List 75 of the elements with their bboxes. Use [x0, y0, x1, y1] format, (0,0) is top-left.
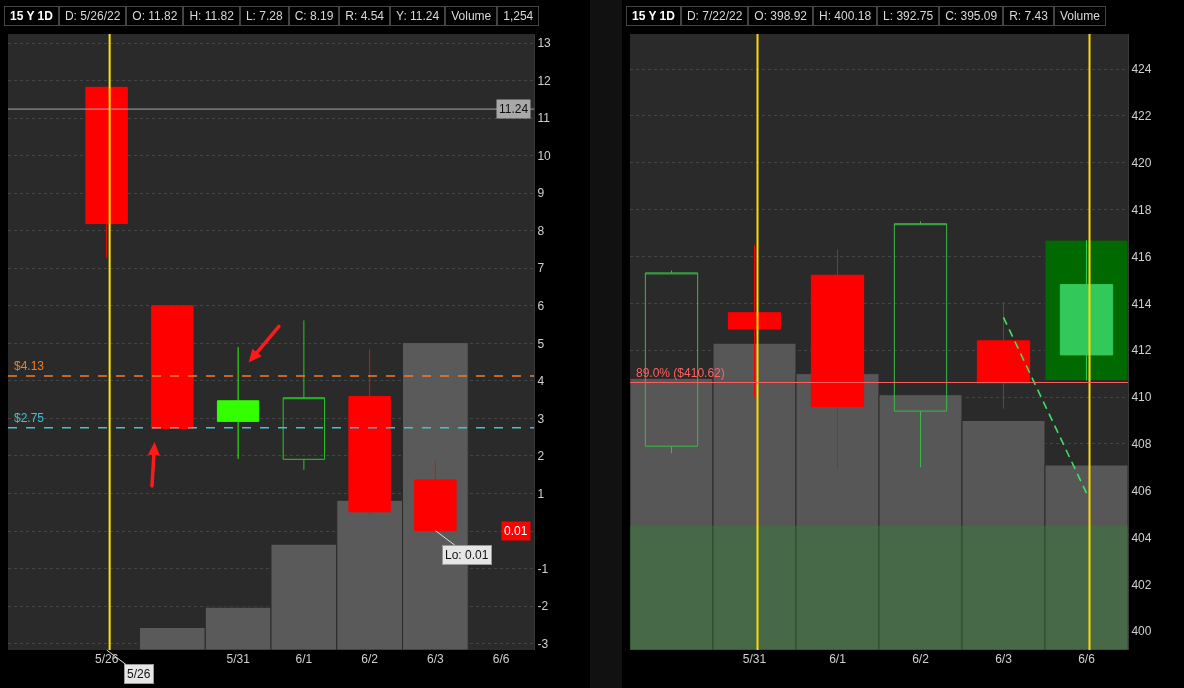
text: D: 5/26/22 — [58, 6, 127, 26]
text: Volume — [445, 6, 498, 26]
x-tick-label: 6/6 — [1078, 652, 1096, 666]
y-tick-label: -2 — [537, 599, 549, 614]
x-tick-label: 6/3 — [995, 652, 1013, 666]
candlestick — [85, 86, 128, 259]
y-tick-label: -1 — [537, 561, 549, 576]
y-tick-label: 418 — [1131, 202, 1152, 217]
y-tick-label: 406 — [1131, 483, 1152, 498]
chart-title: 15 Y 1D — [4, 6, 59, 26]
y-tick-label: 3 — [537, 411, 545, 426]
chart-title: 15 Y 1D — [626, 6, 681, 26]
x-tick-label: 5/31 — [742, 652, 767, 666]
y-tick-label: 410 — [1131, 390, 1152, 405]
y-tick-label: 5 — [537, 336, 545, 351]
y-tick-label: 9 — [537, 186, 545, 201]
x-tick-label: 6/1 — [295, 652, 313, 666]
y-tick-label: 422 — [1131, 109, 1152, 124]
y-tick-label: 7 — [537, 261, 545, 276]
y-tick-label: 408 — [1131, 437, 1152, 452]
x-tick-label: 6/2 — [912, 652, 930, 666]
text: L: 7.28 — [239, 6, 289, 26]
candlestick — [727, 244, 782, 398]
y-tick-label: 400 — [1131, 624, 1152, 639]
x-tick-label: 6/6 — [492, 652, 510, 666]
annotation: 11.24 — [499, 102, 529, 116]
y-tick-label: 10 — [537, 148, 552, 163]
y-tick-label: 6 — [537, 298, 545, 313]
candlestick — [976, 301, 1031, 410]
y-tick-label: 414 — [1131, 296, 1152, 311]
text: D: 7/22/22 — [680, 6, 749, 26]
y-tick-label: 412 — [1131, 343, 1152, 358]
candlestick — [348, 348, 391, 516]
text: O: 11.82 — [126, 6, 184, 26]
text: H: 400.18 — [813, 6, 878, 26]
y-tick-label: 402 — [1131, 577, 1152, 592]
ref-line-label: $4.13 — [14, 359, 45, 373]
x-tick-label: 5/31 — [226, 652, 251, 666]
x-tick-label: 5/26 — [94, 652, 119, 666]
text: H: 11.82 — [183, 6, 240, 26]
y-tick-label: 13 — [537, 36, 552, 51]
y-tick-label: 11 — [537, 111, 551, 126]
annotation: Lo: 0.01 — [445, 548, 489, 562]
y-tick-label: 404 — [1131, 530, 1152, 545]
annotation: 5/26 — [127, 667, 151, 681]
text: C: 395.09 — [939, 6, 1004, 26]
y-tick-label: 4 — [537, 374, 545, 389]
candlestick — [1059, 239, 1114, 382]
y-tick-label: -3 — [537, 636, 549, 651]
x-tick-label: 6/2 — [361, 652, 379, 666]
y-tick-label: 420 — [1131, 156, 1152, 171]
text: R: 4.54 — [339, 6, 391, 26]
text: Volume — [1053, 6, 1106, 26]
candlestick — [216, 346, 260, 460]
y-tick-label: 8 — [537, 223, 545, 238]
x-tick-label: 6/1 — [829, 652, 847, 666]
text: Y: 11.24 — [390, 6, 446, 26]
candlestick — [151, 305, 194, 430]
text: C: 8.19 — [288, 6, 340, 26]
ref-line-label: $2.75 — [14, 411, 45, 425]
x-tick-label: 6/3 — [427, 652, 445, 666]
text: O: 398.92 — [748, 6, 814, 26]
y-tick-label: 416 — [1131, 249, 1152, 264]
y-tick-label: 2 — [537, 449, 545, 464]
candlestick — [893, 220, 948, 468]
text: 1,254 — [497, 6, 540, 26]
y-tick-label: 1 — [537, 486, 545, 501]
y-tick-label: 12 — [537, 73, 552, 88]
y-tick-label: 424 — [1131, 62, 1152, 77]
candlestick — [810, 248, 865, 471]
text: L: 392.75 — [877, 6, 940, 26]
annotation: 0.01 — [504, 524, 528, 538]
text: R: 7.43 — [1003, 6, 1054, 26]
candlestick — [282, 319, 326, 471]
candlestick — [414, 459, 457, 532]
